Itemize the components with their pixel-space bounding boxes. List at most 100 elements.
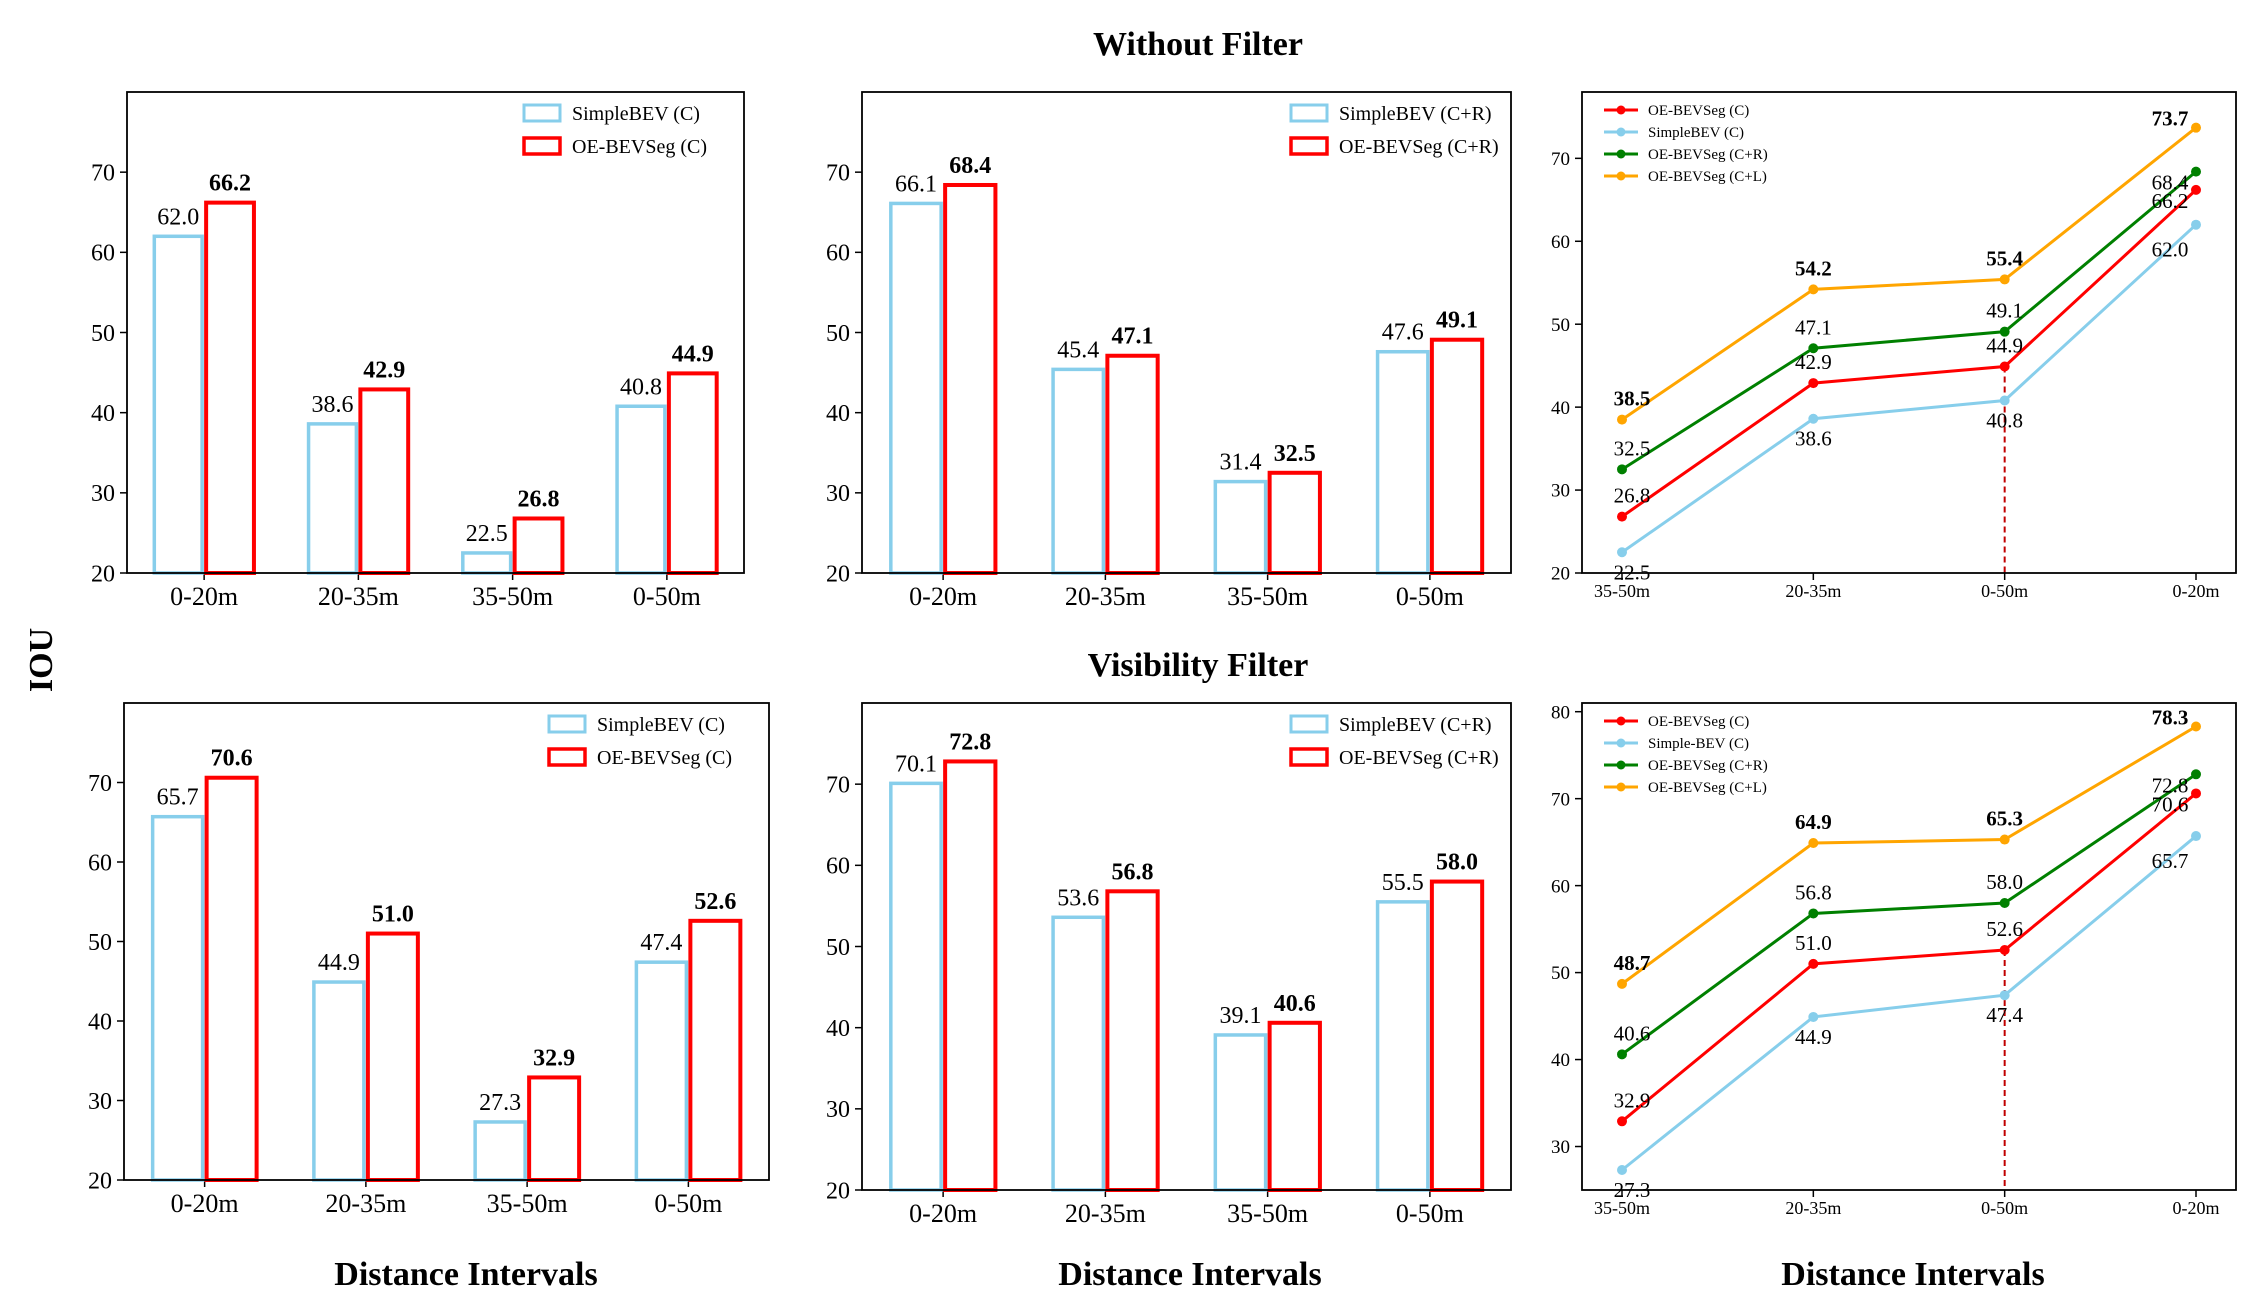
series-line <box>1621 834 2197 1172</box>
y-tick-label: 40 <box>826 401 850 427</box>
x-axis-label-col2: Distance Intervals <box>1058 1256 1321 1293</box>
point-value-label: 58.0 <box>1986 870 2023 894</box>
bar-simplebev <box>152 234 204 575</box>
series-line <box>1621 223 2198 554</box>
point-value-label: 54.2 <box>1795 256 1832 280</box>
y-tick-label: 30 <box>1551 481 1570 502</box>
legend-label: OE-BEVSeg (C) <box>572 136 707 158</box>
point-value-label: 40.8 <box>1986 409 2023 433</box>
y-tick-label: 20 <box>91 561 115 587</box>
data-point <box>1617 978 1627 989</box>
row-title-visibility-filter: Visibility Filter <box>1088 647 1309 684</box>
data-point <box>1999 326 2010 337</box>
chart-panel-3: 20 30 40 50 60 70 35-50m 20-35m 0-50m 0-20m 26.8 42… <box>1551 91 2237 601</box>
x-tick-label: 0-50m <box>1981 581 2028 601</box>
y-tick-label: 30 <box>88 1089 112 1115</box>
point-value-label: 66.2 <box>2152 189 2189 213</box>
bar-simplebev <box>150 814 205 1182</box>
bar-simplebev <box>889 781 943 1192</box>
bar-value-label: 51.0 <box>372 902 414 928</box>
bar-value-label: 66.1 <box>895 171 937 197</box>
point-value-label: 72.8 <box>2152 773 2189 797</box>
data-point <box>1808 413 1819 424</box>
bar-value-label: 27.3 <box>479 1090 521 1116</box>
x-tick-label: 20-35m <box>325 1189 406 1218</box>
bar-simplebev <box>312 980 366 1182</box>
x-axis-label-col1: Distance Intervals <box>334 1256 597 1293</box>
data-point <box>1999 944 2010 955</box>
bar-oe-bevseg <box>1267 1020 1322 1193</box>
legend-swatch <box>522 103 562 123</box>
point-value-label: 44.9 <box>1986 334 2023 358</box>
bar-value-label: 62.0 <box>157 204 199 230</box>
legend-label: OE-BEVSeg (C) <box>1648 714 1749 730</box>
y-tick-label: 60 <box>1551 232 1570 253</box>
data-point <box>2191 184 2201 195</box>
bar-value-label: 32.9 <box>533 1045 575 1071</box>
legend-label: Simple-BEV (C) <box>1648 736 1749 752</box>
bar-value-label: 31.4 <box>1219 450 1261 476</box>
series-line <box>1621 188 2198 518</box>
bar-value-label: 58.0 <box>1436 850 1478 876</box>
bar-value-label: 47.6 <box>1382 320 1424 346</box>
point-value-label: 65.7 <box>2152 849 2189 873</box>
point-value-label: 38.6 <box>1795 427 1832 451</box>
bar-oe-bevseg <box>358 387 411 575</box>
point-value-label: 44.9 <box>1795 1025 1832 1049</box>
y-tick-label: 50 <box>88 930 112 956</box>
x-tick-label: 35-50m <box>1227 582 1308 611</box>
bar-simplebev <box>889 201 943 575</box>
legend-marker <box>1616 716 1626 726</box>
bar-simplebev <box>1051 367 1106 575</box>
data-point <box>1617 414 1627 425</box>
data-point <box>1808 908 1819 919</box>
y-tick-label: 20 <box>826 1178 850 1204</box>
y-axis-label-iou: IOU <box>23 628 60 692</box>
bar-oe-bevseg <box>666 371 719 576</box>
axes-frame <box>861 91 1512 574</box>
legend-marker <box>1616 127 1626 137</box>
bar-value-label: 47.1 <box>1112 324 1154 350</box>
y-tick-label: 60 <box>91 241 115 267</box>
data-point <box>1617 1116 1627 1127</box>
y-tick-label: 40 <box>1551 398 1570 419</box>
x-tick-label: 0-20m <box>909 1199 977 1228</box>
legend-marker <box>1616 782 1626 792</box>
axes-frame <box>123 702 770 1181</box>
legend-label: SimpleBEV (C+R) <box>1339 103 1492 125</box>
bar-value-label: 66.2 <box>209 171 251 197</box>
legend-swatch <box>547 714 587 734</box>
y-tick-label: 70 <box>1551 149 1570 170</box>
legend-label: OE-BEVSeg (C+R) <box>1648 147 1768 163</box>
data-point <box>2191 769 2201 780</box>
bar-value-label: 70.1 <box>895 751 937 777</box>
legend-label: OE-BEVSeg (C) <box>1648 103 1749 119</box>
point-value-label: 68.4 <box>2152 171 2189 195</box>
point-value-label: 51.0 <box>1795 931 1832 955</box>
x-tick-label: 20-35m <box>1065 582 1146 611</box>
data-point <box>1808 284 1819 295</box>
bar-oe-bevseg <box>1429 337 1485 575</box>
x-tick-label: 0-20m <box>170 582 238 611</box>
y-tick-label: 20 <box>88 1168 112 1194</box>
data-point <box>2191 219 2201 230</box>
chart-panel-2: 20 30 40 50 60 70 0-20m 20-35m 35-50m 0-50m 66.1 45… <box>826 91 1512 611</box>
bar-simplebev <box>615 404 667 575</box>
data-point <box>1617 511 1627 522</box>
bar-value-label: 40.8 <box>620 374 662 400</box>
x-tick-label: 35-50m <box>487 1189 568 1218</box>
bar-value-label: 26.8 <box>518 486 560 512</box>
legend-marker <box>1616 171 1626 181</box>
bar-oe-bevseg <box>1105 353 1160 575</box>
data-point <box>2191 831 2201 842</box>
x-tick-label: 35-50m <box>1594 581 1650 601</box>
data-point <box>1617 1049 1627 1060</box>
bar-value-label: 38.6 <box>311 392 353 418</box>
chart-panel-5: 20 30 40 50 60 70 0-20m 20-35m 35-50m 0-50m 70.1 53… <box>826 702 1512 1228</box>
x-tick-label: 35-50m <box>1227 1199 1308 1228</box>
series-line <box>1621 170 2197 471</box>
chart-panel-6: 30 40 50 60 70 80 35-50m 20-35m 0-50m 0-20m 32.9 51… <box>1551 702 2237 1218</box>
x-axis-label-col3: Distance Intervals <box>1781 1256 2044 1293</box>
x-tick-label: 35-50m <box>1594 1198 1650 1218</box>
point-value-label: 52.6 <box>1986 917 2023 941</box>
